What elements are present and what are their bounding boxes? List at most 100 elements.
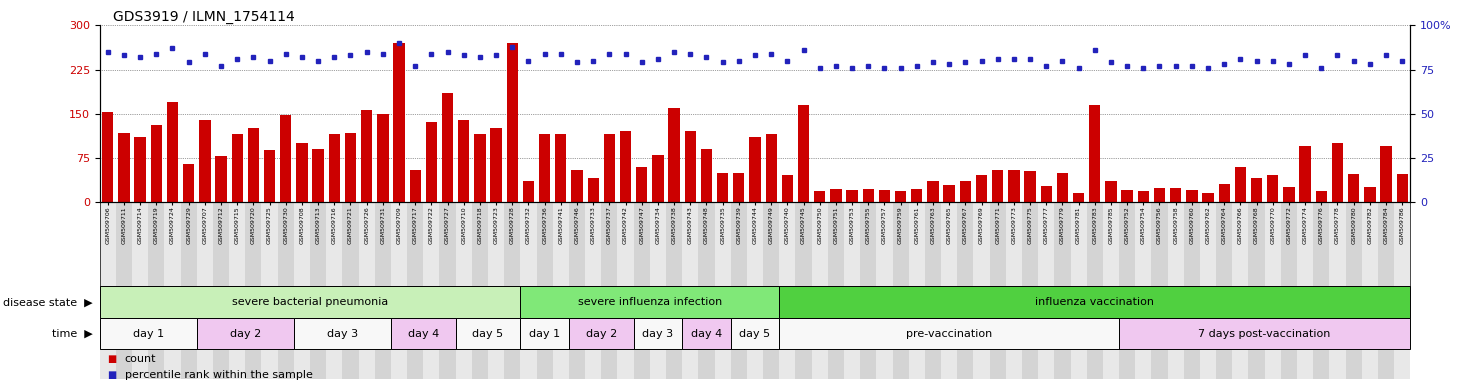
Bar <box>814 191 825 202</box>
Bar <box>296 143 308 202</box>
Bar <box>1041 186 1053 202</box>
Bar <box>1119 318 1410 349</box>
Bar <box>861 202 877 379</box>
Bar <box>1202 192 1214 202</box>
Bar <box>620 131 632 202</box>
Bar <box>1299 146 1311 202</box>
Bar <box>1121 190 1133 202</box>
Bar <box>539 134 550 202</box>
Text: day 4: day 4 <box>690 329 723 339</box>
Bar <box>746 202 764 379</box>
Bar <box>359 202 375 379</box>
Bar <box>1119 202 1135 379</box>
Bar <box>604 134 616 202</box>
Bar <box>345 132 356 202</box>
Bar <box>309 202 327 379</box>
Bar <box>830 189 841 202</box>
Bar <box>1138 191 1149 202</box>
Bar <box>1283 187 1294 202</box>
Bar <box>730 318 780 349</box>
Bar <box>1250 179 1262 202</box>
Bar <box>701 149 712 202</box>
Bar <box>588 179 598 202</box>
Bar <box>1365 187 1375 202</box>
Bar <box>277 202 293 379</box>
Bar <box>1186 190 1198 202</box>
Text: influenza vaccination: influenza vaccination <box>1035 297 1154 307</box>
Bar <box>1265 202 1281 379</box>
Text: day 2: day 2 <box>585 329 617 339</box>
Bar <box>196 318 293 349</box>
Bar <box>685 131 696 202</box>
Bar <box>572 170 582 202</box>
Bar <box>1167 202 1183 379</box>
Bar <box>973 202 990 379</box>
Bar <box>312 149 324 202</box>
Bar <box>844 202 861 379</box>
Bar <box>248 128 259 202</box>
Bar <box>167 102 179 202</box>
Bar <box>780 202 796 379</box>
Bar <box>941 202 957 379</box>
Bar <box>925 202 941 379</box>
Bar <box>183 164 195 202</box>
Bar <box>456 202 472 379</box>
Bar <box>180 202 196 379</box>
Bar <box>164 202 180 379</box>
Bar <box>377 114 388 202</box>
Bar <box>264 150 276 202</box>
Bar <box>1151 202 1167 379</box>
Text: GDS3919 / ILMN_1754114: GDS3919 / ILMN_1754114 <box>113 10 295 24</box>
Bar <box>912 189 922 202</box>
Bar <box>1025 171 1035 202</box>
Bar <box>585 202 601 379</box>
Bar <box>733 172 745 202</box>
Bar <box>764 202 780 379</box>
Bar <box>328 134 340 202</box>
Bar <box>245 202 261 379</box>
Bar <box>457 119 469 202</box>
Bar <box>116 202 132 379</box>
Bar <box>633 202 649 379</box>
Bar <box>1054 202 1070 379</box>
Bar <box>877 202 893 379</box>
Text: day 3: day 3 <box>327 329 358 339</box>
Bar <box>812 202 828 379</box>
Bar <box>199 119 211 202</box>
Text: day 5: day 5 <box>472 329 504 339</box>
Text: day 5: day 5 <box>739 329 771 339</box>
Bar <box>730 202 746 379</box>
Bar <box>425 122 437 202</box>
Bar <box>1022 202 1038 379</box>
Bar <box>556 134 566 202</box>
Bar <box>652 155 664 202</box>
Bar <box>232 134 243 202</box>
Bar <box>280 115 292 202</box>
Text: day 3: day 3 <box>642 329 673 339</box>
Bar <box>100 318 196 349</box>
Bar <box>1349 174 1359 202</box>
Bar <box>440 202 456 379</box>
Bar <box>698 202 714 379</box>
Bar <box>100 202 1410 286</box>
Bar <box>135 137 145 202</box>
Bar <box>765 134 777 202</box>
Text: count: count <box>125 354 155 364</box>
Bar <box>894 191 906 202</box>
Bar <box>520 286 780 318</box>
Bar <box>1297 202 1314 379</box>
Bar <box>601 202 617 379</box>
Bar <box>343 202 359 379</box>
Bar <box>196 202 213 379</box>
Bar <box>1249 202 1265 379</box>
Bar <box>475 134 485 202</box>
Bar <box>828 202 844 379</box>
Bar <box>1070 202 1086 379</box>
Text: ■: ■ <box>107 370 116 381</box>
Text: day 1: day 1 <box>132 329 164 339</box>
Bar <box>1218 184 1230 202</box>
Bar <box>1267 175 1278 202</box>
Bar <box>1009 170 1019 202</box>
Bar <box>409 170 421 202</box>
Text: severe bacterial pneumonia: severe bacterial pneumonia <box>232 297 388 307</box>
